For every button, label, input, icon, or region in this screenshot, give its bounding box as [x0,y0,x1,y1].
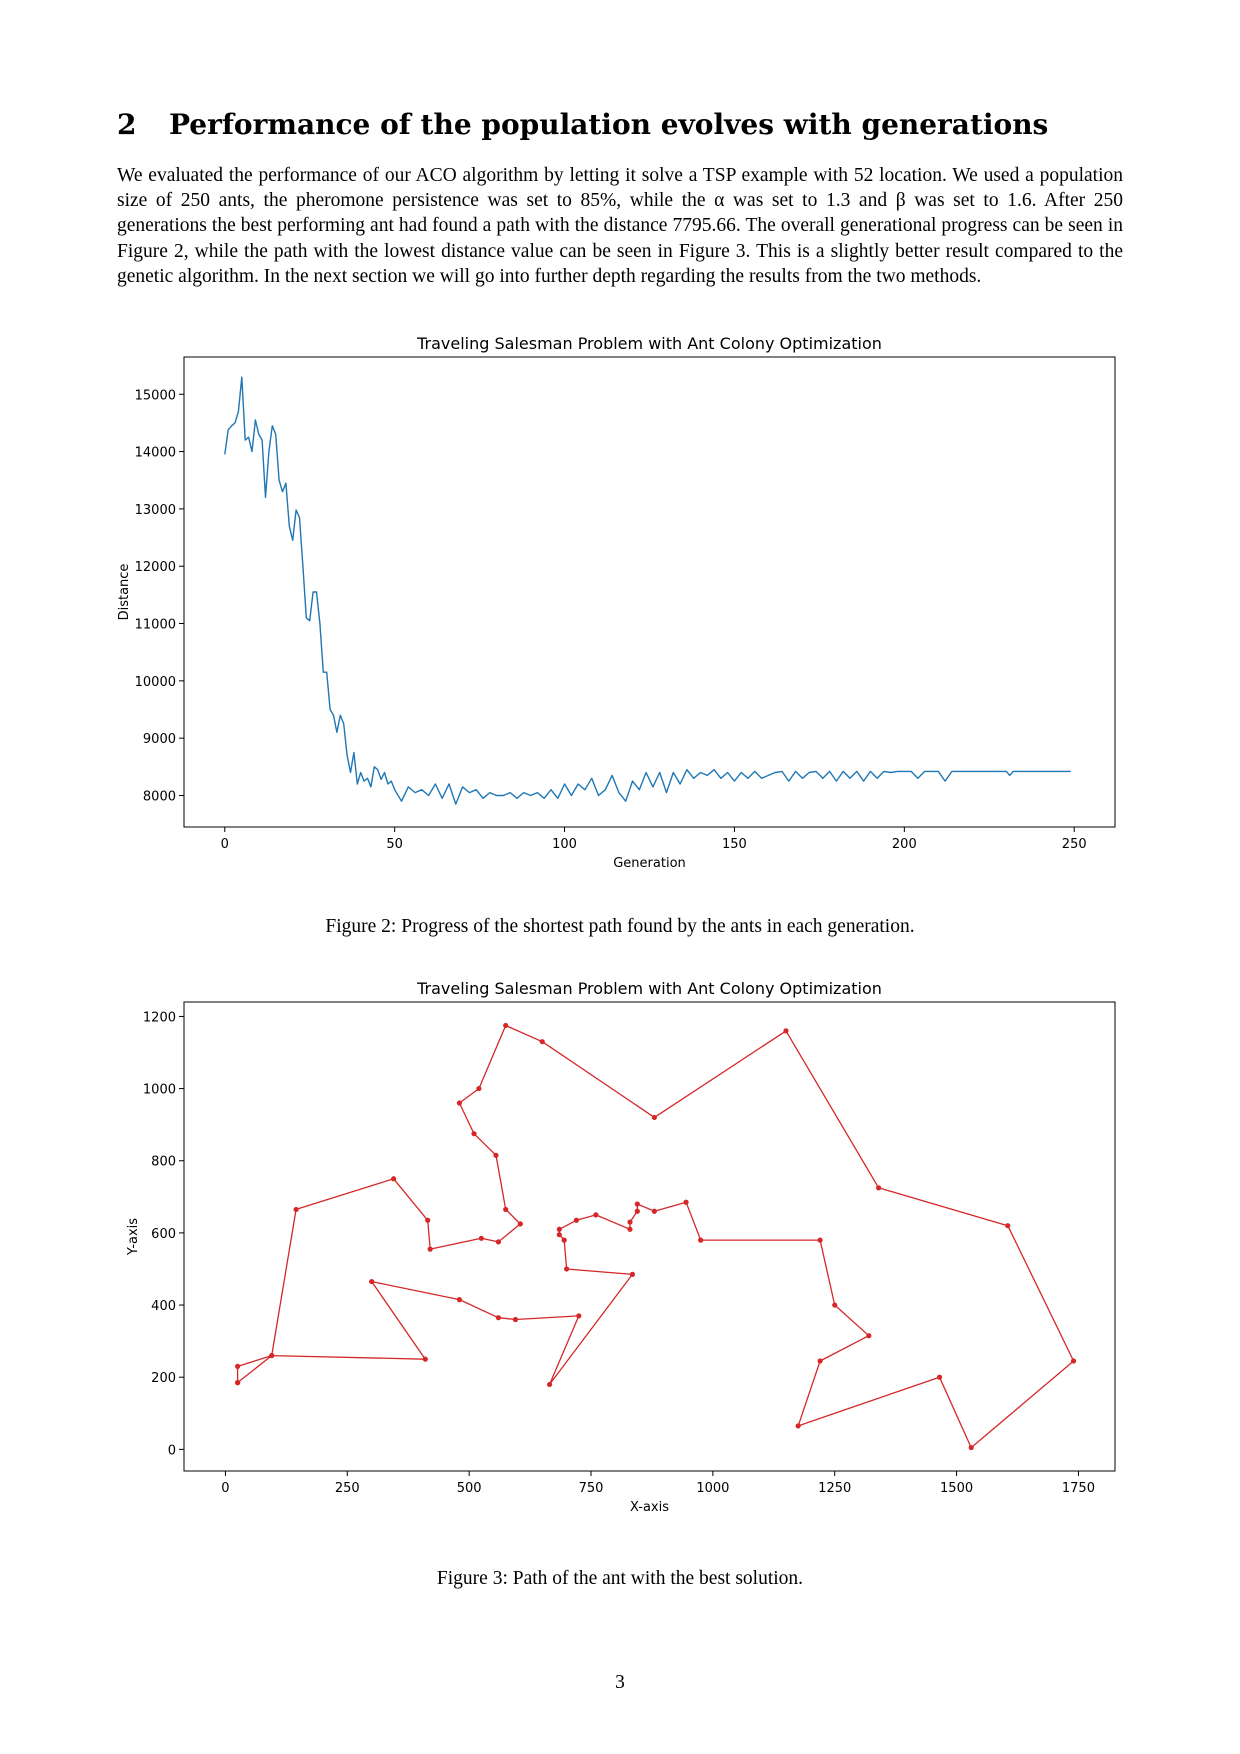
data-point [427,1246,433,1252]
data-point [1070,1358,1077,1364]
data-point [593,1212,599,1218]
y-tick-label: 0 [168,1443,176,1458]
data-point [936,1374,943,1380]
data-point [456,1297,463,1303]
data-point [634,1208,640,1214]
x-tick-label: 0 [221,837,229,852]
y-tick-label: 11000 [135,618,176,633]
data-point [503,1206,509,1213]
x-tick-label: 1500 [940,1481,973,1496]
data-point [512,1316,519,1323]
data-point [875,1185,882,1191]
section-heading: 2 Performance of the population evolves w… [117,108,1127,141]
data-point [293,1206,299,1213]
data-point [627,1219,633,1225]
data-point [564,1266,570,1272]
data-point [629,1271,636,1277]
x-tick-label: 1250 [818,1481,851,1496]
data-point [651,1114,657,1121]
x-tick-label: 1000 [696,1481,729,1496]
series-line [236,1024,1075,1449]
data-point [495,1315,501,1321]
data-point [503,1022,509,1029]
y-tick-label: 400 [151,1299,176,1314]
data-point [269,1352,275,1359]
y-tick-label: 10000 [135,675,176,690]
data-point [683,1199,689,1205]
data-point [471,1131,477,1137]
data-point [576,1313,582,1319]
y-tick-label: 15000 [135,388,176,403]
data-point [425,1217,431,1223]
data-point [235,1363,241,1369]
y-axis-label: Distance [117,564,132,621]
data-point [539,1039,545,1045]
figure-3-caption: Figure 3: Path of the ant with the best … [436,1568,804,1589]
data-point [556,1226,562,1232]
data-point [817,1358,823,1364]
x-tick-label: 250 [335,1481,360,1496]
x-axis-label: X-axis [630,1500,669,1515]
body-paragraph: We evaluated the performance of our ACO … [117,165,1123,287]
y-tick-label: 14000 [135,446,176,461]
data-point [627,1226,633,1232]
data-point [832,1302,838,1308]
figure-2-chart: Traveling Salesman Problem with Ant Colo… [117,334,1116,871]
x-tick-label: 1750 [1062,1481,1095,1496]
data-point [866,1333,872,1339]
section-number: 2 [117,108,137,141]
y-tick-label: 9000 [143,732,176,747]
page-number: 3 [615,1672,625,1693]
data-point [476,1085,482,1092]
data-point [651,1208,657,1214]
data-point [573,1217,579,1223]
chart-title: Traveling Salesman Problem with Ant Colo… [416,979,882,998]
x-tick-label: 50 [386,837,403,852]
data-point [495,1239,501,1245]
x-axis-label: Generation [613,856,686,871]
y-tick-label: 800 [151,1155,176,1170]
data-point [235,1380,241,1386]
series-line [224,376,1071,805]
data-point [698,1237,704,1243]
data-point [1005,1223,1011,1229]
data-point [968,1444,974,1451]
data-point [493,1152,499,1158]
section-title-text: Performance of the population evolves wi… [169,108,1049,141]
data-point [369,1278,375,1285]
data-point [634,1201,640,1207]
data-point [561,1237,567,1243]
data-point [422,1356,428,1362]
y-tick-label: 1200 [143,1010,176,1025]
plot-frame [183,356,1116,828]
data-point [456,1100,463,1106]
x-tick-label: 200 [892,837,917,852]
chart-title: Traveling Salesman Problem with Ant Colo… [416,334,882,353]
y-axis-label: Y-axis [126,1218,141,1256]
x-tick-label: 0 [221,1481,229,1496]
data-point [517,1221,523,1227]
y-tick-label: 13000 [135,503,176,518]
plot-frame [183,1001,1116,1472]
data-point [795,1423,801,1429]
data-point [478,1235,484,1241]
y-tick-label: 200 [151,1371,176,1386]
data-point [556,1232,562,1238]
figure-3-chart: Traveling Salesman Problem with Ant Colo… [126,979,1116,1515]
y-tick-label: 600 [151,1227,176,1242]
data-point [783,1028,789,1034]
x-tick-label: 150 [722,837,747,852]
x-tick-label: 250 [1062,837,1087,852]
data-point [546,1381,553,1388]
y-tick-label: 8000 [143,789,176,804]
x-tick-label: 500 [457,1481,482,1496]
x-tick-label: 750 [579,1481,604,1496]
y-tick-label: 1000 [143,1083,176,1098]
data-point [817,1237,823,1243]
x-tick-label: 100 [552,837,577,852]
data-point [390,1176,397,1182]
y-tick-label: 12000 [135,560,176,575]
figure-2-caption: Figure 2: Progress of the shortest path … [325,916,915,937]
